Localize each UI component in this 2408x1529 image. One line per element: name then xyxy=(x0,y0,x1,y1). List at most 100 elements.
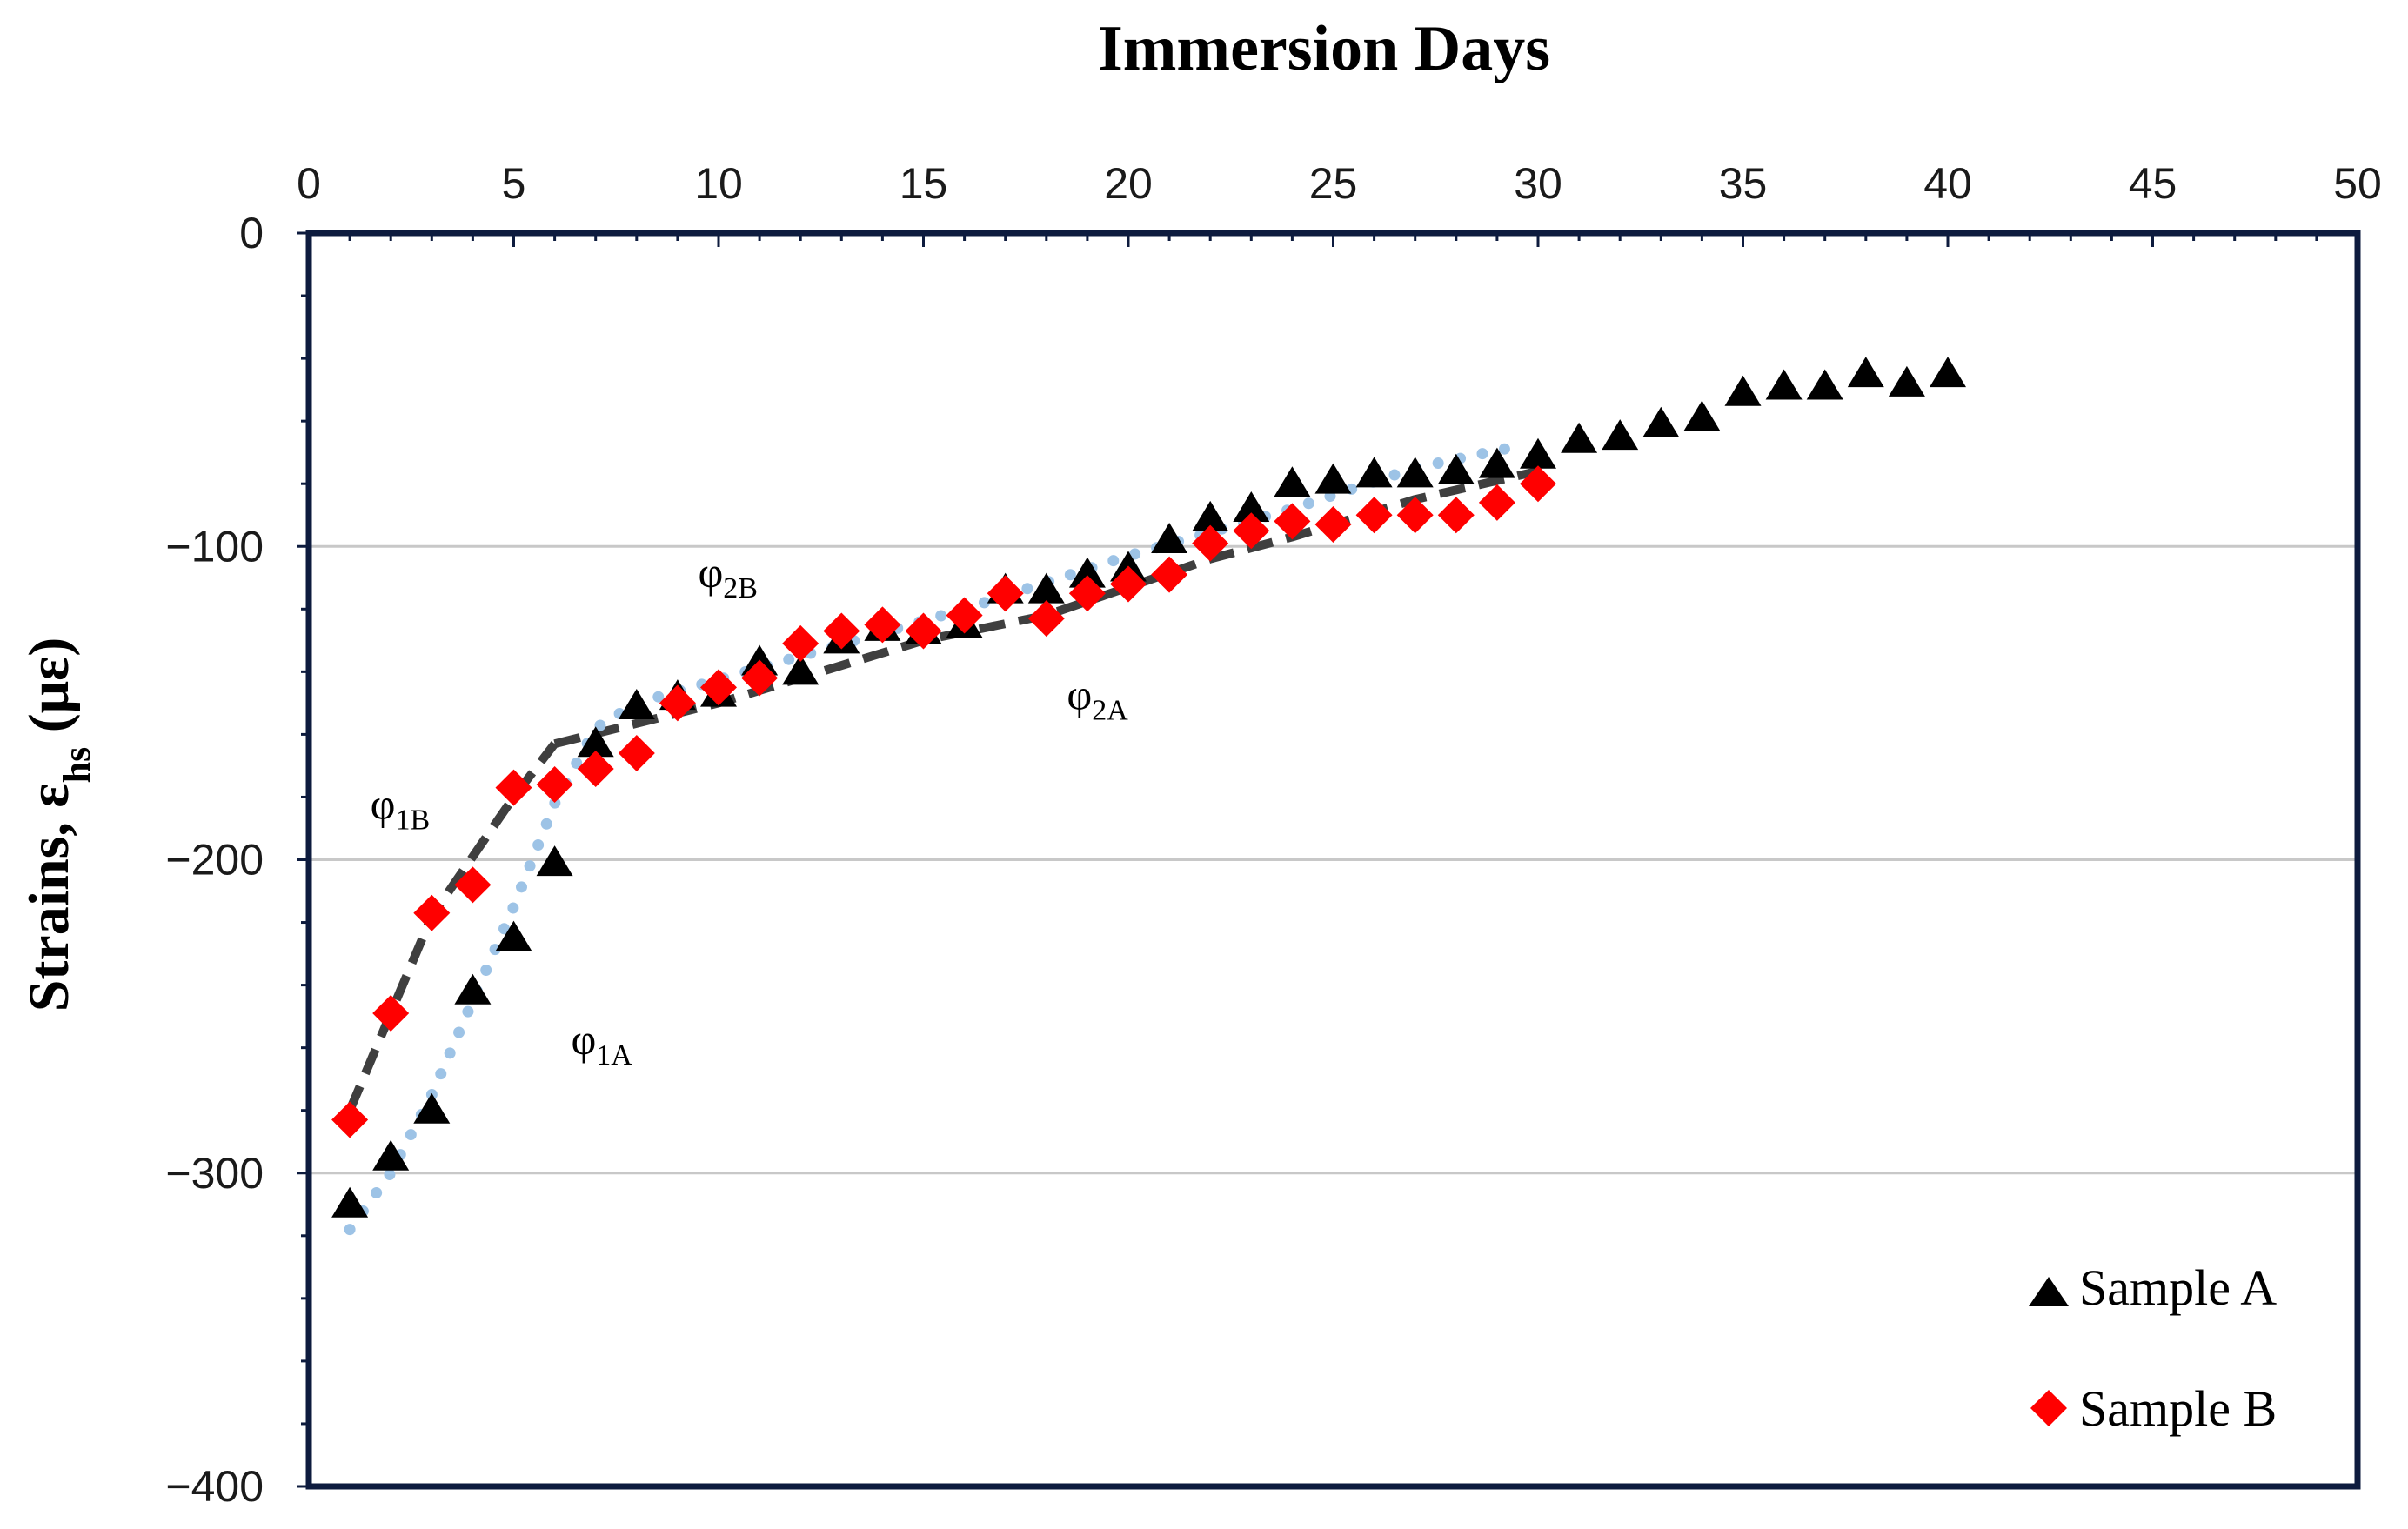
sample-a-point xyxy=(577,726,614,758)
sample-b-point xyxy=(987,575,1024,612)
y-axis-title: Strains, εhs (με) xyxy=(17,638,98,1012)
y-tick-label: −200 xyxy=(165,836,264,885)
fit-label: φ1B xyxy=(371,780,431,837)
sample-b-point xyxy=(372,995,410,1032)
sample-b-point xyxy=(495,769,532,806)
sample-a-point xyxy=(1806,369,1843,400)
sample-a-point xyxy=(1437,453,1475,484)
y-tick-label: −100 xyxy=(165,522,264,571)
sample-a-point xyxy=(1233,491,1270,523)
x-tick-label: 40 xyxy=(1923,159,1972,208)
fit-label-sub: 2A xyxy=(1092,695,1128,727)
sample-b-point xyxy=(1192,524,1229,562)
y-axis-title-suffix: (με) xyxy=(17,638,81,747)
fit-label-main: φ xyxy=(698,548,723,597)
sample-b-point xyxy=(946,597,983,634)
sample-a-point xyxy=(1274,466,1311,497)
x-tick-label: 0 xyxy=(297,159,321,208)
sample-a-point xyxy=(1561,422,1598,453)
y-tick-label: −400 xyxy=(165,1462,264,1511)
sample-b-point xyxy=(1478,484,1515,521)
sample-a-point xyxy=(1151,523,1188,554)
axis-ticks: 0 5 10 15 20 25 30 35 40 45 50 0 −100 −200 −300 −400 xyxy=(165,159,2381,1511)
sample-a-point xyxy=(1396,457,1434,488)
sample-b-point xyxy=(864,606,901,644)
sample-a-point xyxy=(1930,357,1966,388)
gridlines xyxy=(309,544,2358,1175)
sample-b-point xyxy=(782,624,819,662)
sample-a-point xyxy=(331,1186,369,1218)
legend-marker-sample-a xyxy=(2029,1277,2069,1306)
x-tick-label: 30 xyxy=(1514,159,1562,208)
fit-label-sub: 1A xyxy=(596,1039,632,1072)
sample-b-point xyxy=(577,751,614,788)
sample-a-point xyxy=(1724,375,1762,406)
y-axis-title-sub: hs xyxy=(56,747,98,784)
sample-a-point xyxy=(1847,357,1884,388)
sample-a-point xyxy=(536,845,573,877)
sample-a-point xyxy=(618,688,655,719)
sample-b-point xyxy=(1068,575,1106,612)
x-tick-label: 35 xyxy=(1719,159,1768,208)
fit-label-main: φ xyxy=(571,1015,596,1064)
sample-a-point xyxy=(1683,400,1721,431)
fit-label: φ1A xyxy=(571,1015,632,1072)
data-markers xyxy=(331,357,1966,1218)
sample-b-point xyxy=(331,1101,369,1138)
x-tick-label: 25 xyxy=(1309,159,1358,208)
x-tick-label: 10 xyxy=(694,159,743,208)
sample-b-point xyxy=(1233,512,1270,550)
sample-b-point xyxy=(905,612,942,650)
sample-b-point xyxy=(1110,565,1147,603)
sample-b-point xyxy=(1355,497,1393,534)
sample-a-point xyxy=(1602,419,1639,451)
y-tick-label: −300 xyxy=(165,1149,264,1198)
x-tick-label: 20 xyxy=(1104,159,1153,208)
sample-b-point xyxy=(659,684,696,722)
sample-a-point xyxy=(495,920,532,951)
sample-b-point xyxy=(1274,503,1311,540)
x-tick-label: 15 xyxy=(900,159,948,208)
x-axis-title: Immersion Days xyxy=(1098,13,1550,84)
fit-label-main: φ xyxy=(1067,671,1092,719)
sample-a-point xyxy=(1642,406,1680,437)
fit-label-main: φ xyxy=(371,780,396,829)
sample-a-point xyxy=(454,973,492,1005)
legend-label-sample-a: Sample A xyxy=(2079,1259,2277,1316)
sample-b-point xyxy=(741,659,779,697)
sample-b-point xyxy=(823,612,860,650)
sample-a-point xyxy=(1520,437,1556,469)
sample-a-point xyxy=(1068,557,1106,588)
legend-marker-sample-b xyxy=(2030,1390,2067,1426)
sample-a-point xyxy=(372,1139,410,1171)
sample-a-point xyxy=(413,1092,451,1124)
x-tick-label: 45 xyxy=(2129,159,2177,208)
sample-b-point xyxy=(1027,600,1065,638)
sample-b-point xyxy=(700,669,737,706)
sample-a-point xyxy=(1765,369,1803,400)
sample-b-point xyxy=(1437,497,1475,534)
sample-b-point xyxy=(454,866,492,904)
sample-a-point xyxy=(1314,463,1352,494)
fit-label-sub: 1B xyxy=(396,805,431,837)
sample-a-point xyxy=(1478,447,1515,478)
fit-label: φ2A xyxy=(1067,671,1128,727)
x-tick-label: 5 xyxy=(502,159,526,208)
sample-a-point xyxy=(1355,457,1393,488)
sample-b-point xyxy=(413,894,451,931)
fit-line xyxy=(553,466,1540,749)
sample-b-point xyxy=(1520,465,1556,503)
y-axis-title-main: Strains, ε xyxy=(17,783,81,1012)
sample-b-point xyxy=(1151,556,1188,593)
fit-label-sub: 2B xyxy=(723,572,758,604)
sample-a-point xyxy=(782,654,819,685)
legend-label-sample-b: Sample B xyxy=(2079,1380,2277,1437)
sample-a-point xyxy=(1192,500,1229,531)
x-tick-label: 50 xyxy=(2333,159,2382,208)
y-tick-label: 0 xyxy=(239,209,264,257)
sample-b-point xyxy=(536,766,573,804)
legend: Sample A Sample B xyxy=(2029,1259,2277,1437)
